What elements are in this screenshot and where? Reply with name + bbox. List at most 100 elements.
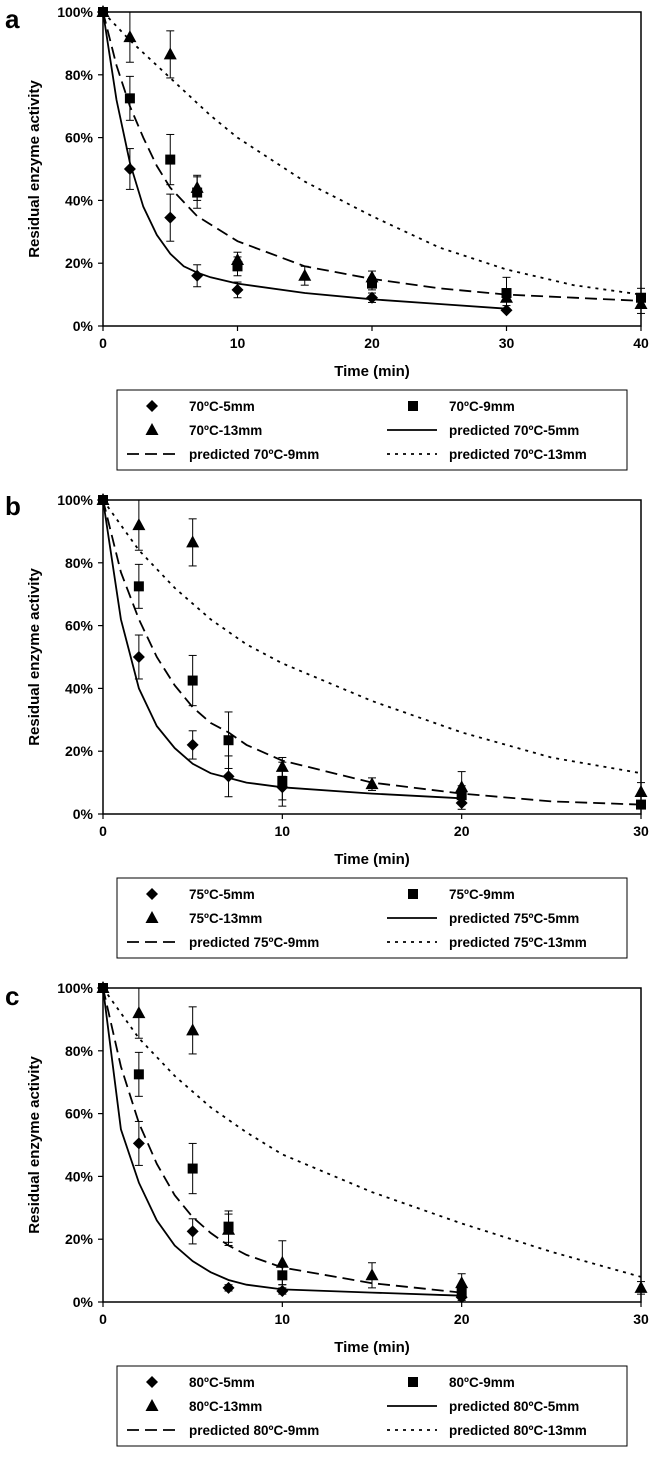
panel-b-legend-item: predicted 75ºC-13mm: [387, 935, 587, 950]
panel-b-point-square: [277, 776, 288, 787]
panel-a-x-tick-label: 10: [230, 335, 246, 351]
panel-b-point-triangle: [634, 785, 648, 798]
panel-a-y-tick-label: 0%: [73, 318, 94, 334]
panel-a-point-square: [124, 93, 135, 104]
panel-c-x-tick-labels: 0 10 20 30: [99, 1311, 649, 1327]
panel-b-legend-label: predicted 75ºC-13mm: [449, 935, 587, 950]
panel-b-point-triangle: [186, 535, 200, 548]
panel-a-x-tick-labels: 0 10 20 30 40: [99, 335, 649, 351]
panel-c-marks: [96, 981, 648, 1307]
panel-b-legend-label: predicted 75ºC-9mm: [189, 935, 319, 950]
panel-a-legend-label: predicted 70ºC-9mm: [189, 447, 319, 462]
panel-a-x-tick-label: 0: [99, 335, 107, 351]
panel-c-point-triangle: [186, 1023, 200, 1036]
panel-c: c 0 10 20 30 0% 20% 40% 60% 80% 100% Tim…: [5, 980, 649, 1447]
panel-c-x-tick-label: 0: [99, 1311, 107, 1327]
panel-b-point-diamond: [132, 651, 145, 663]
panel-a-y-tick-label: 40%: [65, 192, 94, 208]
panel-c-legend-swatch-diamond: [146, 1376, 158, 1388]
panel-a-legend-label: 70ºC-13mm: [189, 423, 262, 438]
panel-a-legend-swatch-square: [408, 401, 418, 411]
panel-a-marks: [96, 5, 648, 331]
panel-b-point-square: [636, 799, 646, 810]
panel-a-point-diamond: [231, 283, 244, 296]
panel-b-point-diamond: [186, 738, 199, 751]
panel-a-point-triangle: [96, 5, 110, 17]
panel-a: a 0 10 20 30 40 0% 20% 40% 60% 80% 10 0% …: [5, 4, 649, 471]
panel-c-letter: c: [5, 981, 19, 1011]
panel-a-point-triangle: [634, 297, 648, 310]
panel-a-point-diamond: [191, 269, 204, 282]
panel-c-point-triangle: [275, 1255, 289, 1268]
panel-c-y-tick-label: 80%: [65, 1043, 94, 1059]
panel-b-y-axis-label: Residual enzyme activity: [26, 568, 43, 746]
panel-a-legend-swatch-diamond: [146, 400, 158, 412]
panel-b-y-tick-label: 60%: [65, 618, 94, 634]
panel-b-legend-label: 75ºC-9mm: [449, 887, 515, 902]
panel-b-curve-solid: [102, 499, 462, 800]
panel-c-curve-dashed: [102, 987, 462, 1294]
panel-a-point-triangle: [500, 290, 513, 303]
panel-a-curve-solid: [102, 11, 507, 310]
panel-a-point-triangle: [163, 47, 177, 60]
panel-b-curve-dotted: [102, 499, 642, 775]
panel-c-legend-label: predicted 80ºC-9mm: [189, 1423, 319, 1438]
panel-c-point-square: [187, 1163, 198, 1174]
panel-c-y-tick-label: 20%: [65, 1231, 94, 1247]
panel-a-y-tick-label: 100%: [57, 4, 93, 20]
panel-c-point-triangle: [455, 1276, 469, 1289]
panel-c-legend-item: 80ºC-5mm: [146, 1375, 255, 1390]
panel-a-x-tick-label: 40: [633, 335, 649, 351]
panel-c-x-tick-label: 20: [454, 1311, 470, 1327]
panel-b-y-tick-label: 40%: [65, 680, 94, 696]
panel-b-marks: [96, 493, 648, 819]
panel-a-legend-item: 70ºC-9mm: [408, 399, 515, 414]
panel-b-legend-label: predicted 75ºC-5mm: [449, 911, 579, 926]
panel-b-y-tick-label: 100%: [57, 492, 93, 508]
panel-b-point-square: [223, 735, 234, 746]
panel-b-legend-swatch-diamond: [146, 888, 158, 900]
panel-c-curve-dotted: [102, 987, 642, 1278]
panel-a-y-tick-label: 80%: [65, 67, 94, 83]
panel-b-point-triangle: [275, 759, 289, 772]
panel-c-plot-frame: [102, 987, 642, 1303]
panel-b-point-triangle: [96, 493, 110, 505]
panel-a-y-tick-label: 60%: [65, 130, 94, 146]
panel-a-legend-item: 70ºC-13mm: [145, 423, 262, 438]
panel-c-x-axis-label: Time (min): [334, 1339, 410, 1356]
panel-b: b 0 10 20 30 0% 20% 40% 60% 80% 100% Tim…: [5, 491, 649, 959]
panel-a-legend-swatch-triangle: [145, 423, 159, 435]
panel-c-x-tick-label: 10: [275, 1311, 291, 1327]
panel-a-legend-item: predicted 70ºC-5mm: [387, 423, 579, 438]
panel-b-curve-dashed: [102, 499, 642, 806]
panel-b-letter: b: [5, 491, 21, 521]
panel-b-legend-label: 75ºC-5mm: [189, 887, 255, 902]
panel-c-legend-label: predicted 80ºC-13mm: [449, 1423, 587, 1438]
panel-b-point-diamond: [222, 770, 235, 783]
panel-c-legend-item: 80ºC-9mm: [408, 1375, 515, 1390]
panel-c-y-tick-label: 40%: [65, 1168, 94, 1184]
panel-b-legend-item: predicted 75ºC-5mm: [387, 911, 579, 926]
panel-a-point-triangle: [298, 268, 312, 281]
panel-b-x-tick-label: 30: [633, 823, 649, 839]
panel-c-legend-label: 80ºC-13mm: [189, 1399, 262, 1414]
panel-b-point-square: [187, 675, 198, 686]
panel-c-y-tick-label: 100%: [57, 980, 93, 996]
panel-a-legend: 70ºC-5mm 70ºC-9mm 70ºC-13mm predicted 70ºC-…: [116, 389, 628, 471]
panel-b-y-tick-labels: 0% 20% 40% 60% 80% 100%: [57, 492, 93, 822]
panel-a-legend-label: 70ºC-5mm: [189, 399, 255, 414]
panel-c-legend-label: 80ºC-5mm: [189, 1375, 255, 1390]
panel-a-legend-item: predicted 70ºC-9mm: [127, 447, 319, 462]
panel-a-point-triangle: [123, 30, 137, 43]
panel-a-legend-item: predicted 70ºC-13mm: [387, 447, 587, 462]
panel-a-legend-label: predicted 70ºC-13mm: [449, 447, 587, 462]
panel-a-point-triangle: [190, 180, 204, 193]
panel-a-x-tick-label: 20: [364, 335, 380, 351]
panel-b-point-triangle: [365, 777, 379, 790]
panel-c-point-triangle: [132, 1006, 146, 1019]
panel-c-y-tick-label: 0%: [73, 1294, 94, 1310]
panel-a-point-diamond: [500, 304, 513, 317]
panel-c-point-diamond: [222, 1281, 235, 1294]
panel-c-legend-swatch-triangle: [145, 1399, 159, 1411]
